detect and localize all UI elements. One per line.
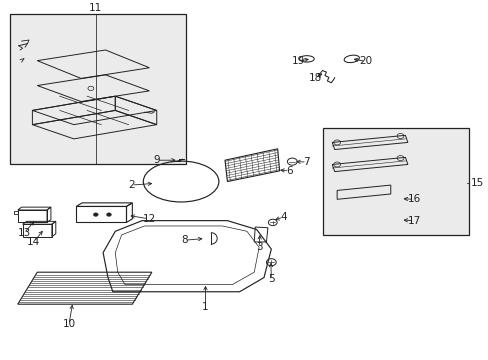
Text: 7: 7 <box>303 157 309 167</box>
Bar <box>322 128 468 235</box>
Text: 11: 11 <box>89 3 102 13</box>
Text: 4: 4 <box>280 212 286 222</box>
Text: 5: 5 <box>267 274 274 284</box>
Circle shape <box>106 213 111 216</box>
Text: 1: 1 <box>202 302 208 312</box>
Text: 13: 13 <box>18 228 31 238</box>
Text: 3: 3 <box>255 242 262 252</box>
Text: 8: 8 <box>182 235 188 245</box>
Text: 9: 9 <box>153 155 160 165</box>
Circle shape <box>93 213 98 216</box>
Text: 6: 6 <box>285 166 292 176</box>
Text: 2: 2 <box>128 180 134 190</box>
Text: 16: 16 <box>407 194 420 204</box>
Text: 17: 17 <box>407 216 420 226</box>
Text: 14: 14 <box>27 237 41 247</box>
Text: 20: 20 <box>358 57 371 66</box>
Text: 10: 10 <box>62 319 75 329</box>
Bar <box>10 14 185 164</box>
Text: 15: 15 <box>470 178 484 188</box>
Text: 12: 12 <box>142 214 156 224</box>
Text: 19: 19 <box>291 57 304 66</box>
Text: 18: 18 <box>308 73 321 83</box>
